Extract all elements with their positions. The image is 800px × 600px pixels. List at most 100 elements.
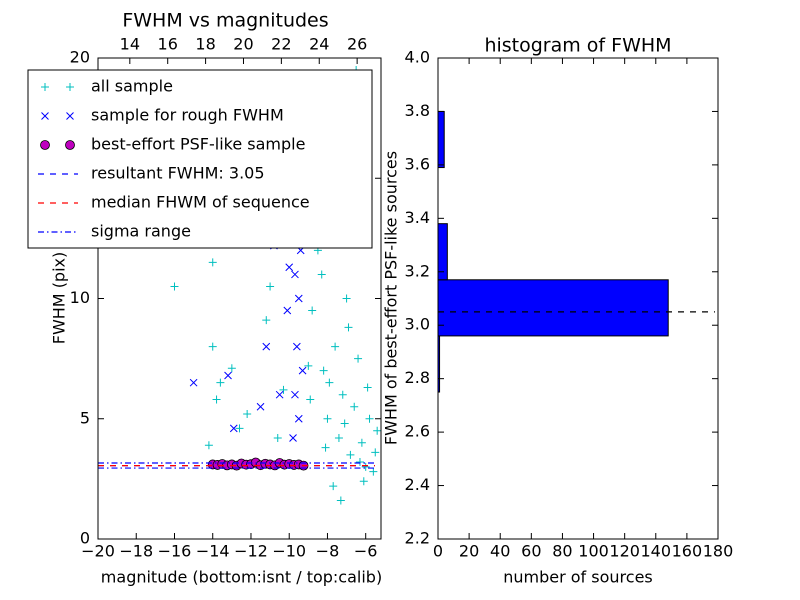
point — [294, 294, 303, 303]
point — [321, 443, 330, 452]
legend-label: resultant FWHM: 3.05 — [91, 164, 265, 183]
point — [371, 448, 380, 457]
point — [342, 294, 351, 303]
point — [262, 342, 271, 351]
point — [354, 354, 363, 363]
point — [319, 366, 328, 375]
x-tick-label: −12 — [234, 542, 268, 561]
x-tick-label: −16 — [158, 542, 192, 561]
y-tick-label: 2.4 — [405, 475, 430, 494]
point — [363, 383, 372, 392]
x-axis-label: number of sources — [503, 568, 653, 587]
legend-label: all sample — [91, 77, 173, 96]
legend-label: best-effort PSF-like sample — [91, 135, 305, 154]
y-tick-label: 3.2 — [405, 261, 430, 280]
x-tick-label: 0 — [433, 542, 443, 561]
x-tick-label: −6 — [354, 542, 378, 561]
point — [357, 438, 366, 447]
legend-label: sigma range — [91, 222, 191, 241]
point — [331, 342, 340, 351]
point — [323, 414, 332, 423]
point — [359, 477, 368, 486]
x2-tick-label: 26 — [347, 35, 367, 54]
x-tick-label: −8 — [316, 542, 340, 561]
bar — [437, 110, 445, 169]
x-tick-label: 160 — [672, 542, 703, 561]
point — [291, 270, 299, 279]
y-tick-label: 4.0 — [405, 48, 430, 67]
point — [189, 378, 198, 387]
legend-marker — [40, 140, 50, 150]
y-axis-label: FWHM (pix) — [50, 252, 69, 345]
point — [350, 402, 359, 411]
x2-tick-label: 18 — [195, 35, 215, 54]
point — [275, 390, 284, 399]
legend-marker — [41, 83, 49, 91]
x-tick-label: 20 — [459, 542, 479, 561]
bar — [437, 279, 669, 337]
point — [208, 258, 217, 267]
point — [285, 263, 294, 272]
point — [344, 323, 353, 332]
point — [279, 385, 288, 394]
point — [298, 366, 307, 375]
legend-box — [27, 69, 373, 249]
y-tick-label: 5 — [80, 408, 90, 427]
legend-marker — [41, 112, 49, 120]
x-tick-label: −20 — [81, 542, 115, 561]
axes-frame — [437, 57, 719, 540]
x-tick-label: 180 — [703, 542, 734, 561]
point — [243, 409, 252, 418]
point — [365, 414, 374, 423]
legend: all sample sample for rough FWHM best-effo… — [27, 69, 373, 249]
point — [212, 395, 221, 404]
legend-marker — [66, 112, 74, 120]
point — [170, 282, 179, 291]
point — [334, 433, 343, 442]
point — [266, 282, 275, 291]
point — [283, 306, 292, 315]
point — [355, 458, 364, 467]
x-axis-label: magnitude (bottom:isnt / top:calib) — [101, 568, 382, 587]
point — [227, 364, 236, 373]
point — [216, 378, 225, 387]
x-tick-label: −14 — [196, 542, 230, 561]
y-tick-label: 10 — [70, 288, 90, 307]
x2-tick-label: 16 — [158, 35, 178, 54]
point — [289, 434, 297, 442]
x-tick-label: −10 — [272, 542, 306, 561]
y-tick-label: 2.2 — [405, 529, 430, 548]
point — [229, 424, 238, 433]
x2-tick-label: 24 — [309, 35, 329, 54]
legend-label: median FHWM of sequence — [91, 193, 310, 212]
x2-tick-label: 14 — [120, 35, 140, 54]
x2-tick-label: 20 — [233, 35, 253, 54]
point — [306, 395, 315, 404]
y-tick-label: 20 — [70, 48, 90, 67]
y-tick-label: 3.0 — [405, 315, 430, 334]
point — [329, 482, 338, 491]
x-tick-label: 140 — [641, 542, 672, 561]
point — [346, 450, 355, 459]
x-tick-label: 120 — [609, 542, 640, 561]
point — [235, 424, 244, 433]
point — [204, 441, 213, 450]
point — [256, 402, 265, 411]
x-tick-label: 40 — [490, 542, 510, 561]
point — [308, 306, 317, 315]
legend-marker — [65, 140, 75, 150]
point — [294, 414, 303, 423]
point — [338, 390, 347, 399]
y-tick-label: 3.4 — [405, 208, 430, 227]
point — [369, 467, 378, 476]
x-tick-label: 60 — [521, 542, 541, 561]
x-tick-label: −18 — [119, 542, 153, 561]
x2-tick-label: 22 — [271, 35, 291, 54]
x-tick-label: 100 — [578, 542, 609, 561]
point — [325, 378, 334, 387]
x-tick-label: 80 — [552, 542, 572, 561]
point — [293, 342, 301, 351]
point — [273, 433, 282, 442]
point — [304, 361, 313, 370]
